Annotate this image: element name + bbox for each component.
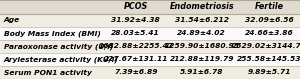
Text: 2529.02±3144.78: 2529.02±3144.78 — [232, 43, 300, 49]
Text: Paraoxonase activity (U/l): Paraoxonase activity (U/l) — [4, 43, 113, 50]
Text: 31.54±6.212: 31.54±6.212 — [175, 17, 229, 23]
Text: 24.66±3.86: 24.66±3.86 — [245, 30, 294, 36]
Text: Endometriosis: Endometriosis — [169, 2, 234, 11]
Text: 1259.90±1680.95: 1259.90±1680.95 — [164, 43, 239, 49]
Bar — [0, 14, 300, 27]
Bar — [238, 0, 300, 14]
Text: 1682.88±2255.47: 1682.88±2255.47 — [98, 43, 173, 49]
Text: 227.67±131.11: 227.67±131.11 — [103, 56, 168, 62]
Text: 255.58±145.53: 255.58±145.53 — [237, 56, 300, 62]
Text: 32.09±6.56: 32.09±6.56 — [245, 17, 294, 23]
Text: 9.89±5.71: 9.89±5.71 — [248, 70, 291, 75]
Bar — [106, 0, 165, 14]
Text: 28.03±5.41: 28.03±5.41 — [111, 30, 160, 36]
Text: PCOS: PCOS — [124, 2, 148, 11]
Bar — [0, 40, 300, 53]
Bar — [0, 0, 106, 14]
Text: Fertile: Fertile — [255, 2, 284, 11]
Text: 31.92±4.38: 31.92±4.38 — [111, 17, 160, 23]
Text: Serum PON1 activity: Serum PON1 activity — [4, 69, 91, 76]
Bar — [0, 53, 300, 66]
Text: 7.39±6.89: 7.39±6.89 — [114, 70, 158, 75]
Text: Arylesterase activity (KU/l): Arylesterase activity (KU/l) — [4, 56, 118, 63]
Bar — [0, 27, 300, 40]
Text: 212.88±119.79: 212.88±119.79 — [169, 56, 234, 62]
Text: 5.91±6.78: 5.91±6.78 — [180, 70, 224, 75]
Text: Body Mass Index (BMI): Body Mass Index (BMI) — [4, 30, 100, 37]
Bar — [0, 66, 300, 79]
Bar — [165, 0, 238, 14]
Text: 24.89±4.02: 24.89±4.02 — [177, 30, 226, 36]
Text: Age: Age — [4, 17, 20, 23]
